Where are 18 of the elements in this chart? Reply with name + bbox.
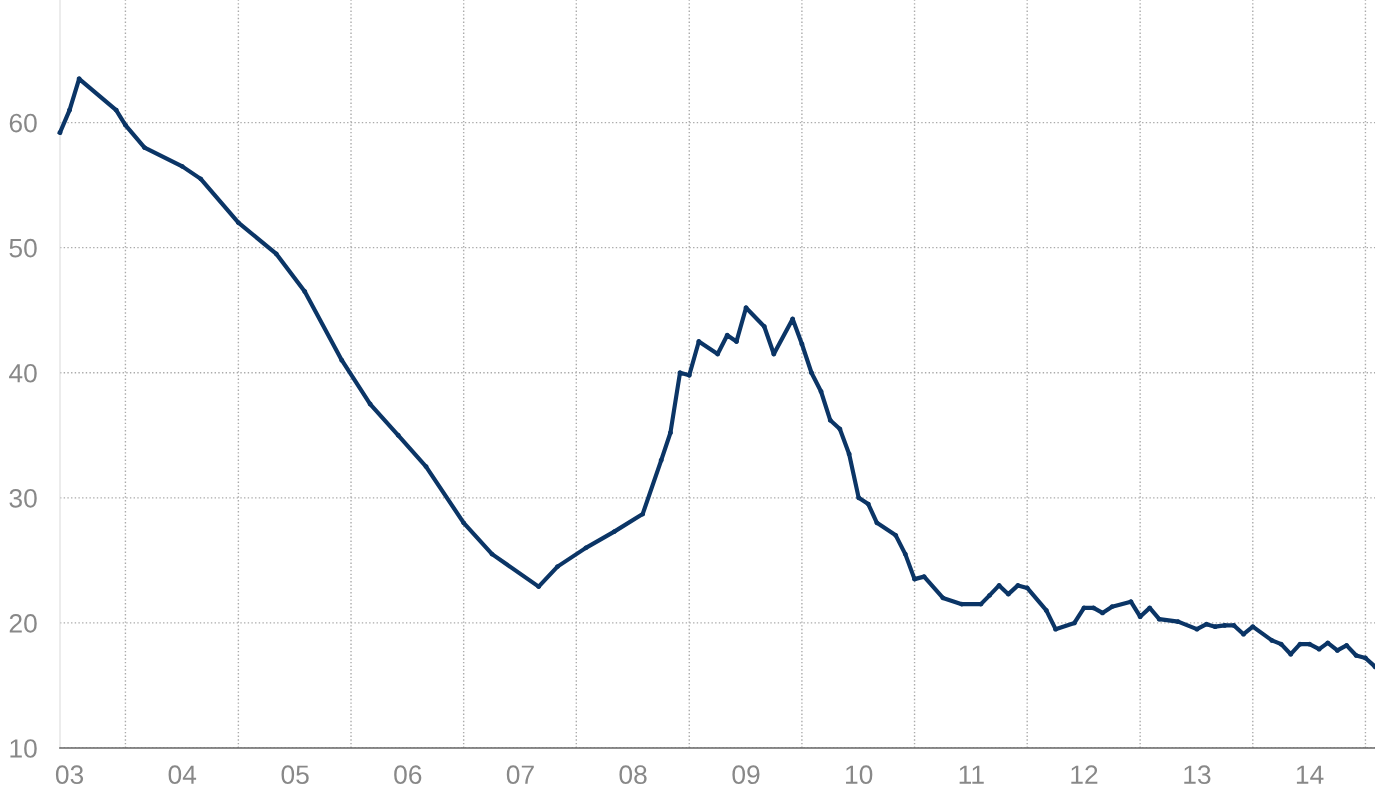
x-tick-label: 13 bbox=[1184, 765, 1211, 785]
x-tick-label: 11 bbox=[959, 765, 984, 784]
y-tick-label: 10 bbox=[10, 739, 37, 758]
x-tick-label: 10 bbox=[846, 765, 873, 785]
x-tick-label: 12 bbox=[1071, 765, 1098, 784]
x-tick-label: 09 bbox=[732, 765, 760, 785]
x-tick-label: 14 bbox=[1296, 765, 1324, 784]
y-tick-label: 30 bbox=[9, 488, 37, 508]
y-tick-label: 20 bbox=[9, 614, 37, 633]
x-tick-label: 08 bbox=[619, 765, 647, 785]
x-tick-label: 03 bbox=[55, 765, 84, 785]
x-tick-label: 06 bbox=[394, 765, 422, 785]
y-tick-label: 60 bbox=[9, 113, 37, 133]
x-tick-label: 05 bbox=[281, 765, 309, 785]
y-tick-label: 50 bbox=[9, 238, 37, 258]
x-tick-label: 04 bbox=[168, 765, 197, 785]
y-tick-label: 40 bbox=[9, 363, 37, 383]
x-tick-label: 07 bbox=[506, 765, 534, 785]
